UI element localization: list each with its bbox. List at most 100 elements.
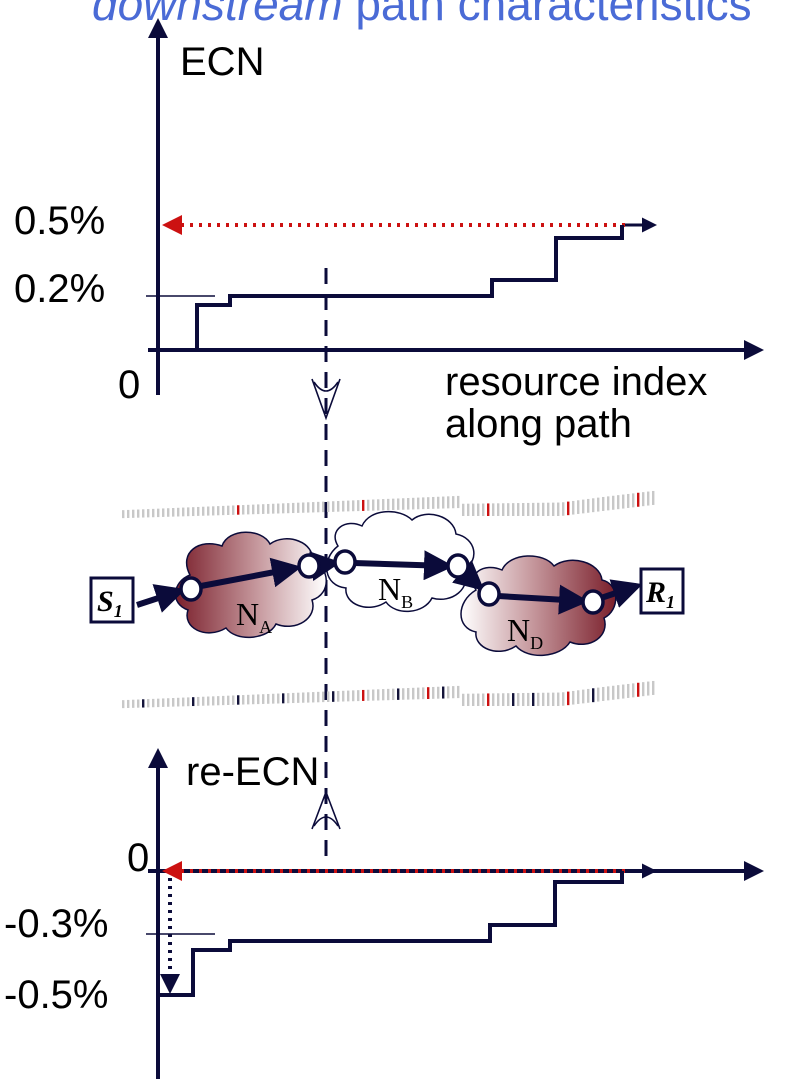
packet-mark [342,500,345,512]
packet-mark [272,693,275,704]
packet-mark [417,687,420,700]
packet-mark [137,699,140,708]
packet-mark [247,504,250,515]
top-tick-label-high: 0.5% [14,199,105,243]
packet-mark [357,500,360,512]
packet-mark [337,691,340,702]
packet-mark [277,503,280,514]
packet-mark [187,507,190,517]
packet-mark [537,692,540,706]
packet-mark [357,690,360,702]
packet-mark [227,505,230,515]
packet-mark [472,503,475,516]
packet-mark [187,697,190,707]
packet-mark [157,508,160,518]
packet-mark [627,683,630,698]
packet-mark [537,502,540,516]
packet-mark [167,508,170,517]
packet-mark [522,693,525,706]
svg-text:S1: S1 [97,585,123,621]
packet-mark [557,692,560,706]
packet-mark [617,495,620,510]
packet-mark [427,687,430,699]
svg-text:R1: R1 [645,576,675,612]
packet-mark [602,686,605,701]
packet-mark [282,693,285,704]
packet-mark [322,691,325,703]
packet-mark [222,505,225,516]
packet-mark [572,500,575,515]
top-y-axis-label: ECN [180,40,264,84]
packet-mark [277,693,280,704]
packet-mark [497,503,500,516]
page-title: downstream path characteristics [92,0,752,30]
packet-mark [327,691,330,702]
packet-mark [367,499,370,511]
packet-mark [587,688,590,703]
cloud-b-label: N [378,571,401,607]
packet-mark [577,500,580,514]
packet-mark [142,509,145,518]
packet-mark [532,502,535,516]
packet-mark [627,493,630,508]
packet-mark [547,692,550,706]
packet-mark [402,498,405,510]
packet-mark [517,503,520,516]
packet-mark [542,502,545,516]
packet-mark [217,696,220,706]
packet-mark [552,692,555,706]
packet-mark [517,693,520,706]
packet-mark [262,504,265,514]
receiver-sub: 1 [666,592,675,612]
bottom-origin-label: 0 [127,836,149,880]
packet-mark [147,699,150,708]
packet-mark [512,693,515,706]
cloud-network-d: ND [460,555,617,657]
packet-mark [622,684,625,699]
packet-mark [242,505,245,515]
packet-mark [267,503,270,514]
packet-mark [212,696,215,706]
packet-mark [197,506,200,516]
packet-mark [602,496,605,511]
packet-stream-top [122,490,655,519]
router-node-a-in [179,576,203,602]
packet-mark [502,503,505,516]
packet-mark [552,502,555,516]
link-d-internal [497,584,589,615]
packet-mark [652,680,655,695]
packet-mark [162,698,165,707]
cloud-a-sub: A [259,617,272,637]
packet-mark [637,682,640,697]
packet-mark [347,500,350,512]
packet-mark [302,692,305,703]
bottom-chart: re-ECN 0 -0.3% -0.5% [4,748,764,1079]
packet-mark [497,693,500,706]
packet-mark [587,498,590,513]
packet-mark [382,499,385,511]
top-x-axis-label-line1: resource index [445,360,707,404]
packet-mark [507,693,510,706]
observer-eye-icon-bottom [311,789,341,830]
packet-mark [372,499,375,511]
router-node-a-out [297,553,321,579]
packet-mark [472,693,475,706]
packet-mark [192,507,195,517]
packet-mark [127,509,130,518]
router-node-b-out [446,553,470,579]
top-tick-label-mid: 0.2% [14,267,105,311]
packet-mark [317,501,320,513]
svg-text:NA: NA [236,596,272,637]
packet-mark [442,496,445,509]
packet-mark [132,509,135,518]
packet-mark [412,687,415,700]
packet-mark [642,682,645,697]
packet-mark [397,498,400,510]
packet-mark [122,700,125,709]
packet-mark [292,502,295,514]
packet-mark [177,507,180,517]
packet-mark [257,694,260,705]
packet-mark [502,693,505,706]
packet-mark [362,499,365,511]
packet-mark [392,498,395,511]
